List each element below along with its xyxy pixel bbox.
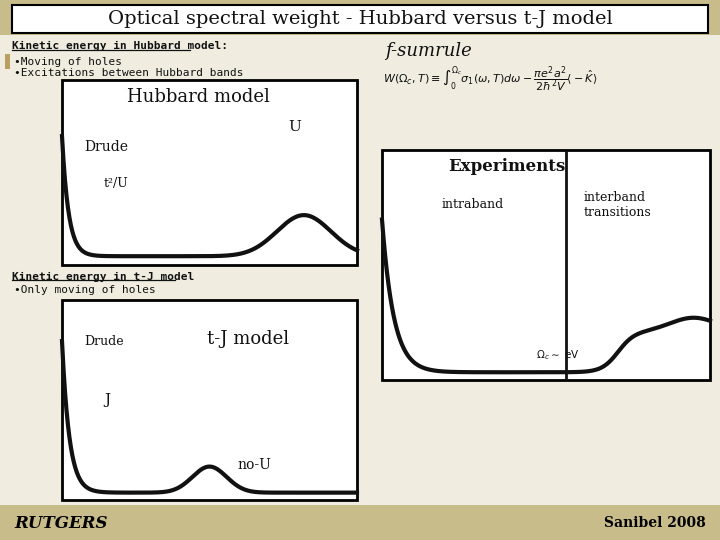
Text: interband
transitions: interband transitions	[584, 191, 652, 219]
Text: Hubbard model: Hubbard model	[127, 88, 270, 106]
Bar	[0, 0, 720, 35]
Text: no-U: no-U	[237, 458, 271, 472]
Text: Sanibel 2008: Sanibel 2008	[604, 516, 706, 530]
Bar	[0, 505, 720, 540]
Bar	[5, 54, 10, 69]
Text: •Only moving of holes: •Only moving of holes	[14, 285, 156, 295]
Text: •Excitations between Hubbard bands: •Excitations between Hubbard bands	[14, 68, 243, 78]
Text: f-sumrule: f-sumrule	[385, 42, 472, 60]
Text: J: J	[104, 393, 110, 407]
Text: Optical spectral weight - Hubbard versus t-J model: Optical spectral weight - Hubbard versus…	[107, 10, 613, 28]
Text: Drude: Drude	[84, 140, 128, 154]
Text: t-J model: t-J model	[207, 330, 289, 348]
Text: U: U	[289, 120, 302, 134]
Bar	[62, 80, 357, 265]
Bar	[12, 5, 708, 33]
Text: Experiments: Experiments	[448, 158, 565, 175]
Text: intraband: intraband	[442, 199, 504, 212]
Bar	[382, 150, 710, 380]
Text: Drude: Drude	[84, 335, 124, 348]
Text: $\Omega_c \sim$ eV: $\Omega_c \sim$ eV	[536, 348, 580, 362]
Text: RUTGERS: RUTGERS	[14, 515, 107, 531]
Text: t²/U: t²/U	[104, 177, 129, 190]
Text: Kinetic energy in Hubbard model:: Kinetic energy in Hubbard model:	[12, 41, 228, 51]
Bar	[62, 300, 357, 500]
Text: Kinetic energy in t-J model: Kinetic energy in t-J model	[12, 272, 194, 282]
Text: $W(\Omega_c, T) \equiv \int_0^{\Omega_c} \sigma_1(\omega,T)d\omega - \dfrac{\pi : $W(\Omega_c, T) \equiv \int_0^{\Omega_c}…	[383, 65, 598, 96]
Text: •Moving of holes: •Moving of holes	[14, 57, 122, 67]
